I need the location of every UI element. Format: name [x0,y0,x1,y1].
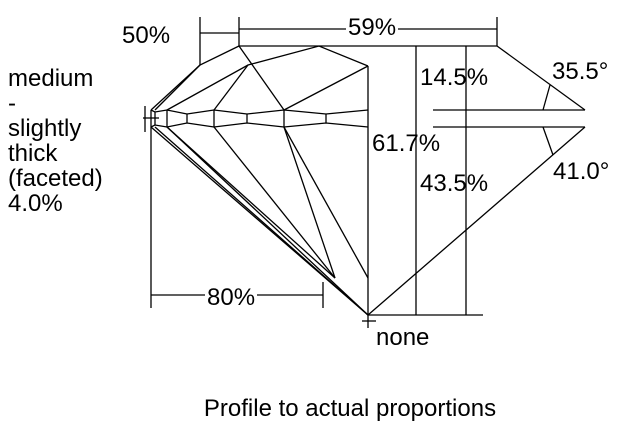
pavilion-facets [150,66,586,316]
label-lower-half: 80% [205,284,258,311]
caption: Profile to actual proportions [203,395,497,422]
label-total-depth: 61.7% [372,130,441,157]
girdle-line: thick [8,140,58,167]
girdle-line: (faceted) [8,165,103,192]
girdle-line: - [8,90,16,117]
crown-facets [150,45,586,111]
label-table: 59% [346,14,399,41]
dimension-lines [143,17,585,328]
label-pavilion-angle: 41.0° [553,158,610,185]
label-culet: none [376,324,430,351]
girdle [150,109,369,128]
girdle-line: medium [8,65,94,92]
girdle-label: medium - slightly thick (faceted) 4.0% [8,66,103,216]
label-50: 50% [122,22,171,49]
girdle-line: slightly [8,115,82,142]
label-crown-height: 14.5% [420,64,489,91]
label-pavilion-depth: 43.5% [420,170,489,197]
girdle-line: 4.0% [8,190,63,217]
label-crown-angle: 35.5° [552,58,609,85]
